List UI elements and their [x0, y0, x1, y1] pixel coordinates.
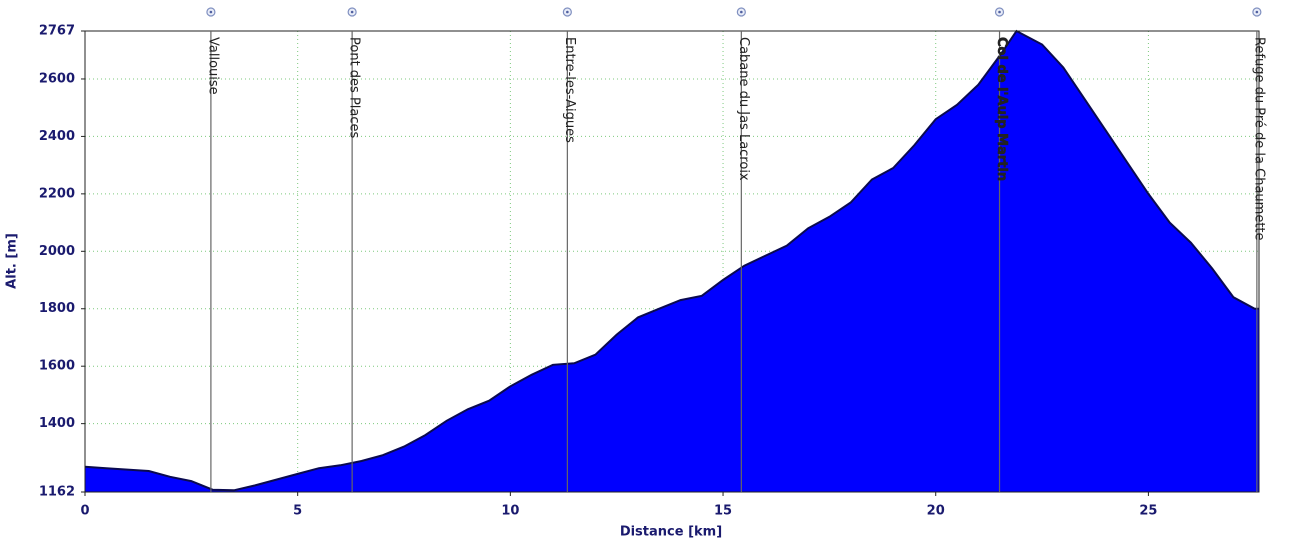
waypoint-label: Vallouise [205, 37, 220, 95]
y-tick-label: 2767 [39, 24, 75, 39]
x-tick-label: 20 [927, 504, 945, 519]
waypoint-icon-dot [998, 10, 1001, 14]
elevation-line [84, 29, 1259, 492]
waypoint-icon-dot [209, 10, 213, 14]
x-tick-label: 25 [1139, 504, 1157, 519]
y-axis-title: Alt. [m] [5, 233, 20, 289]
waypoint-label: Refuge du Pré de la Chaumette [1251, 37, 1266, 241]
waypoint-label: Entre-les-Aigues [562, 37, 577, 143]
y-tick-label: 1162 [39, 485, 75, 500]
waypoint-icon-dot [350, 10, 354, 14]
x-tick-label: 0 [80, 504, 89, 519]
y-tick-label: 1600 [39, 359, 75, 374]
y-tick-label: 1800 [39, 301, 75, 316]
waypoint-label: Col de l'Aulp Martin [994, 37, 1009, 181]
x-tick-label: 15 [714, 504, 732, 519]
waypoint-icon-dot [566, 10, 569, 14]
y-tick-label: 2000 [39, 244, 75, 259]
waypoint-icon-dot [1255, 10, 1259, 14]
y-tick-label: 2400 [39, 129, 75, 144]
x-tick-label: 5 [293, 504, 302, 519]
waypoint-label: Pont des Places [347, 37, 362, 139]
y-tick-label: 2200 [39, 186, 75, 201]
y-tick-label: 1400 [39, 416, 75, 431]
x-axis-title: Distance [km] [620, 525, 722, 540]
x-tick-label: 10 [501, 504, 519, 519]
waypoint-label: Cabane du Jas Lacroix [736, 37, 751, 181]
waypoint-icon-dot [740, 10, 743, 14]
plot-frame [84, 30, 1260, 493]
elevation-area [85, 31, 1259, 492]
y-tick-label: 2600 [39, 71, 75, 86]
